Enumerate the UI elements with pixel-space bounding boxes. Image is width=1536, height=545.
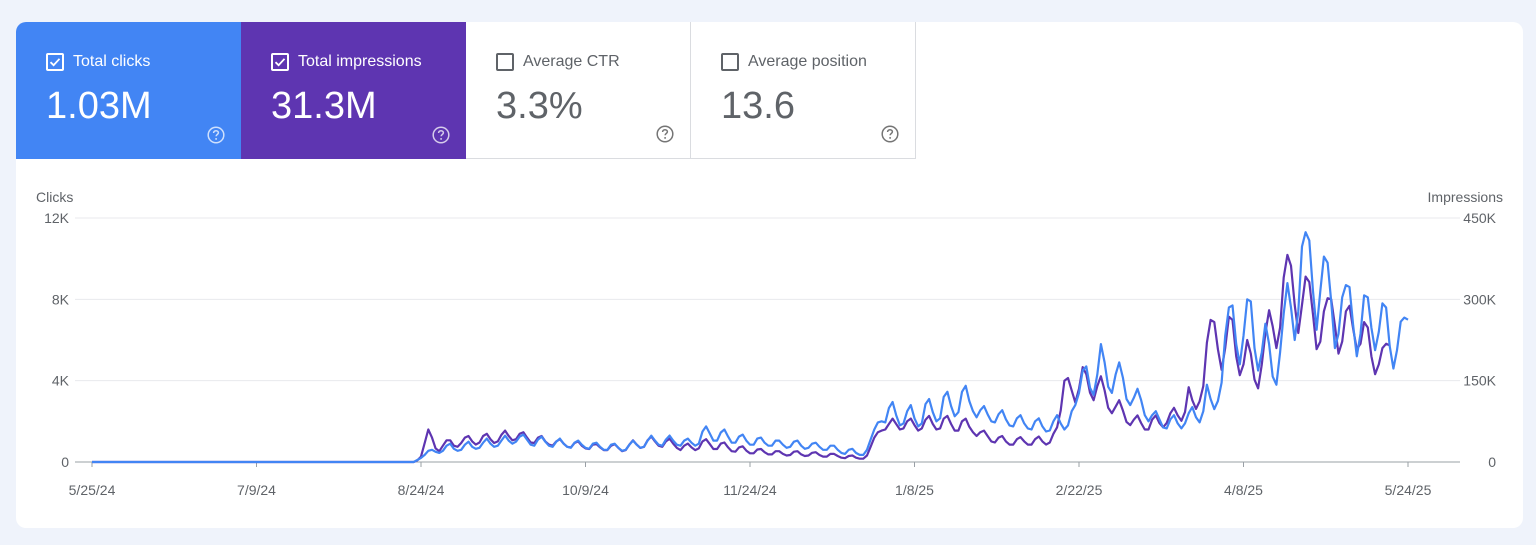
right-tick-label: 0 [1488,454,1496,470]
metric-header: Average CTR [496,52,620,72]
chart-series [92,231,1409,464]
checkbox-checked-icon[interactable] [271,53,289,71]
left-tick-label: 0 [61,454,69,470]
left-tick-label: 8K [52,291,70,307]
performance-chart: Clicks Impressions 0 0 4K 150K 8K 300K 12K 450K 5/… [16,159,1523,528]
metric-label: Total impressions [298,53,422,70]
metric-header: Total clicks [46,52,150,72]
x-tick-label: 10/9/24 [562,482,609,498]
metric-average-position[interactable]: Average position 13.6 [691,22,916,159]
checkbox-checked-icon[interactable] [46,53,64,71]
help-icon[interactable] [207,126,225,144]
chart-svg: Clicks Impressions 0 0 4K 150K 8K 300K 12K 450K 5/… [36,189,1503,498]
x-tick-label: 11/24/24 [723,482,777,498]
metric-value: 3.3% [496,85,583,127]
right-axis-title: Impressions [1428,189,1503,205]
metric-header: Total impressions [271,52,422,72]
metric-selector: Total clicks 1.03M Total impressions 31.… [16,22,916,159]
chart-axes: Clicks Impressions 0 0 4K 150K 8K 300K 12K 450K 5/… [36,189,1503,498]
metric-total-clicks[interactable]: Total clicks 1.03M [16,22,241,159]
x-tick-label: 8/24/24 [398,482,445,498]
impressions-series-line [92,253,1391,464]
metric-value: 31.3M [271,85,377,127]
x-tick-label: 4/8/25 [1224,482,1263,498]
checkbox-unchecked-icon[interactable] [721,53,739,71]
x-tick-label: 5/24/25 [1385,482,1432,498]
metric-label: Average CTR [523,53,620,70]
chart-grid [75,217,1460,463]
metric-total-impressions[interactable]: Total impressions 31.3M [241,22,466,159]
left-tick-label: 4K [52,373,70,389]
x-tick-label: 1/8/25 [895,482,934,498]
right-tick-label: 300K [1463,291,1496,307]
help-icon[interactable] [881,125,899,143]
metric-value: 13.6 [721,85,795,127]
help-icon[interactable] [656,125,674,143]
left-tick-label: 12K [44,210,70,226]
x-tick-label: 2/22/25 [1056,482,1103,498]
performance-card: Total clicks 1.03M Total impressions 31.… [16,22,1523,528]
checkbox-unchecked-icon[interactable] [496,53,514,71]
right-tick-label: 450K [1463,210,1496,226]
metric-header: Average position [721,52,867,72]
right-tick-label: 150K [1463,373,1496,389]
clicks-series-line [92,231,1409,464]
metric-value: 1.03M [46,85,152,127]
metric-average-ctr[interactable]: Average CTR 3.3% [466,22,691,159]
metric-label: Average position [748,53,867,70]
metric-label: Total clicks [73,53,151,70]
x-tick-label: 5/25/24 [69,482,116,498]
x-tick-label: 7/9/24 [237,482,276,498]
left-axis-title: Clicks [36,189,73,205]
help-icon[interactable] [432,126,450,144]
